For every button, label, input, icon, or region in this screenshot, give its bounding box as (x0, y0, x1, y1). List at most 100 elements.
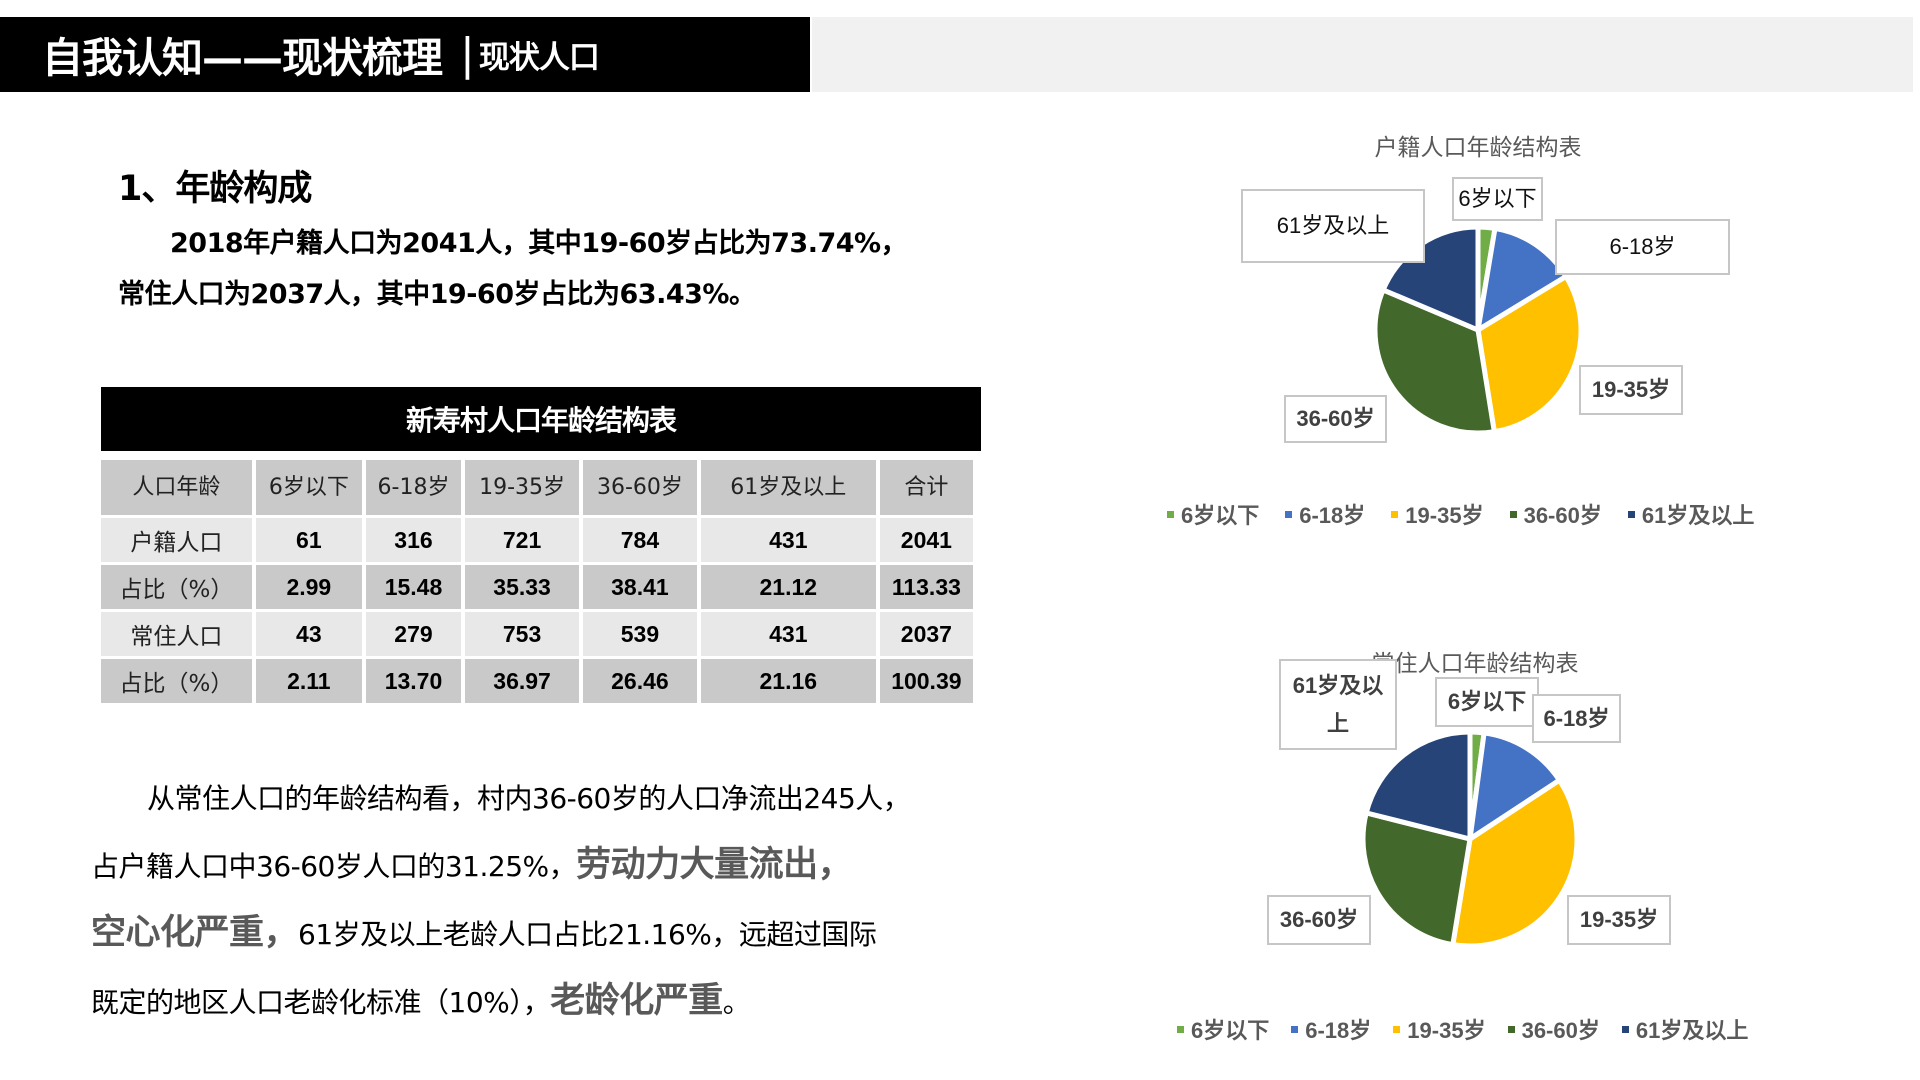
legend-swatch-icon (1291, 1025, 1299, 1033)
legend-item: 6-18岁 (1291, 1013, 1371, 1045)
table-header-row: 人口年龄 6岁以下 6-18岁 19-35岁 36-60岁 61岁及以上 合计 (101, 460, 973, 515)
column-header: 19-35岁 (465, 460, 579, 515)
data-label-36-60: 36-60岁 (1284, 395, 1387, 443)
intro-line-2: 常住人口为2037人，其中19-60岁占比为63.43%。 (118, 279, 756, 310)
legend-item: 61岁及以上 (1621, 1013, 1748, 1045)
legend-label: 19-35岁 (1405, 503, 1484, 528)
legend-item: 19-35岁 (1391, 498, 1484, 530)
legend-label: 6岁以下 (1191, 1018, 1270, 1043)
column-header: 36-60岁 (583, 460, 697, 515)
column-header: 61岁及以上 (700, 460, 876, 515)
table-cell: 21.16 (700, 659, 876, 703)
row-header: 占比（%） (101, 565, 252, 609)
table-cell: 36.97 (465, 659, 579, 703)
legend-label: 6-18岁 (1305, 1018, 1372, 1043)
emphasis-aging: 老龄化严重 (550, 981, 723, 1021)
column-header: 人口年龄 (101, 460, 252, 515)
intro-text: 2018年户籍人口为2041人，其中19-60岁占比为73.74%， 常住人口为… (118, 218, 988, 320)
table-cell: 38.41 (583, 565, 697, 609)
table-cell: 43 (255, 612, 362, 656)
legend-label: 61岁及以上 (1641, 503, 1755, 528)
table-cell: 15.48 (365, 565, 462, 609)
paragraph-line-4: 既定的地区人口老龄化标准（10%），老龄化严重。 (91, 968, 991, 1036)
paragraph-text: 占户籍人口中36-60岁人口的31.25%， (91, 850, 577, 883)
data-label-19-35: 19-35岁 (1567, 895, 1671, 945)
pie-slice (1360, 810, 1473, 948)
table-cell: 100.39 (879, 659, 973, 703)
data-label-6-18: 6-18岁 (1555, 219, 1730, 275)
table-cell: 13.70 (365, 659, 462, 703)
data-label-36-60: 36-60岁 (1267, 895, 1371, 945)
title-separator: | (460, 28, 475, 80)
header-bar-extension (812, 17, 1913, 92)
analysis-paragraph: 从常住人口的年龄结构看，村内36-60岁的人口净流出245人， 占户籍人口中36… (91, 765, 991, 1036)
chart-title-resident: 常住人口年龄结构表 (1371, 651, 1579, 677)
page-header: 自我认知——现状梳理 | 现状人口 (42, 24, 600, 84)
column-header: 6岁以下 (255, 460, 362, 515)
legend-swatch-icon (1507, 1025, 1515, 1033)
table-cell: 431 (700, 612, 876, 656)
emphasis-labor-outflow: 劳动力大量流出， (576, 845, 853, 885)
table-row: 常住人口 43 279 753 539 431 2037 (101, 612, 973, 656)
table-cell: 721 (465, 518, 579, 562)
chart-legend-registered: 6岁以下 6-18岁 19-35岁 36-60岁 61岁及以上 (1167, 498, 1754, 530)
column-header: 合计 (879, 460, 973, 515)
table-row: 占比（%） 2.11 13.70 36.97 26.46 21.16 100.3… (101, 659, 973, 703)
row-header: 占比（%） (101, 659, 252, 703)
legend-item: 6岁以下 (1177, 1013, 1269, 1045)
page-subtitle: 现状人口 (478, 39, 600, 76)
pie-slice (1475, 273, 1584, 435)
table-cell: 35.33 (465, 565, 579, 609)
table-row: 占比（%） 2.99 15.48 35.33 38.41 21.12 113.3… (101, 565, 973, 609)
section-title: 1、年龄构成 (118, 169, 312, 209)
legend-item: 19-35岁 (1393, 1013, 1486, 1045)
table-row: 户籍人口 61 316 721 784 431 2041 (101, 518, 973, 562)
table-cell: 539 (583, 612, 697, 656)
table-cell: 316 (365, 518, 462, 562)
paragraph-text: 。 (722, 986, 751, 1019)
pie-slice (1450, 777, 1580, 949)
table-cell: 753 (465, 612, 579, 656)
page-title: 自我认知——现状梳理 (42, 34, 443, 82)
legend-label: 6-18岁 (1299, 503, 1366, 528)
table-cell: 431 (700, 518, 876, 562)
chart-legend-resident: 6岁以下 6-18岁 19-35岁 36-60岁 61岁及以上 (1177, 1013, 1748, 1045)
legend-swatch-icon (1167, 510, 1174, 518)
table-cell: 113.33 (879, 565, 973, 609)
table-cell: 61 (255, 518, 362, 562)
row-header: 常住人口 (101, 612, 252, 656)
age-structure-table: 人口年龄 6岁以下 6-18岁 19-35岁 36-60岁 61岁及以上 合计 … (97, 457, 977, 706)
legend-label: 19-35岁 (1407, 1018, 1486, 1043)
paragraph-text: 61岁及以上老龄人口占比21.16%，远超过国际 (298, 918, 877, 951)
pie-slice (1363, 729, 1473, 842)
legend-swatch-icon (1177, 1025, 1184, 1033)
table-cell: 2.99 (255, 565, 362, 609)
table-cell: 279 (365, 612, 462, 656)
paragraph-text: 从常住人口的年龄结构看，村内36-60岁的人口净流出245人， (147, 782, 911, 815)
table-cell: 21.12 (700, 565, 876, 609)
paragraph-line-2: 占户籍人口中36-60岁人口的31.25%，劳动力大量流出， (91, 832, 991, 900)
legend-swatch-icon (1285, 510, 1293, 518)
legend-item: 6-18岁 (1285, 498, 1365, 530)
data-label-61plus: 61岁及以上 (1279, 659, 1397, 750)
paragraph-line-3: 空心化严重，61岁及以上老龄人口占比21.16%，远超过国际 (91, 900, 991, 968)
paragraph-line-1: 从常住人口的年龄结构看，村内36-60岁的人口净流出245人， (91, 765, 991, 832)
emphasis-hollowing: 空心化严重， (91, 913, 299, 953)
data-label-6-18: 6-18岁 (1532, 694, 1621, 743)
legend-swatch-icon (1621, 1025, 1629, 1033)
intro-line-1: 2018年户籍人口为2041人，其中19-60岁占比为73.74%， (170, 228, 908, 259)
table-title: 新寿村人口年龄结构表 (101, 387, 981, 451)
table-cell: 2.11 (255, 659, 362, 703)
legend-label: 36-60岁 (1521, 1018, 1600, 1043)
legend-swatch-icon (1627, 510, 1635, 518)
legend-label: 36-60岁 (1523, 503, 1602, 528)
chart-title-registered: 户籍人口年龄结构表 (1374, 135, 1582, 161)
column-header: 6-18岁 (365, 460, 462, 515)
table-cell: 784 (583, 518, 697, 562)
legend-item: 36-60岁 (1509, 498, 1602, 530)
legend-swatch-icon (1393, 1025, 1401, 1033)
legend-label: 6岁以下 (1181, 503, 1260, 528)
table-cell: 26.46 (583, 659, 697, 703)
row-header: 户籍人口 (101, 518, 252, 562)
data-label-under6: 6岁以下 (1452, 177, 1543, 221)
